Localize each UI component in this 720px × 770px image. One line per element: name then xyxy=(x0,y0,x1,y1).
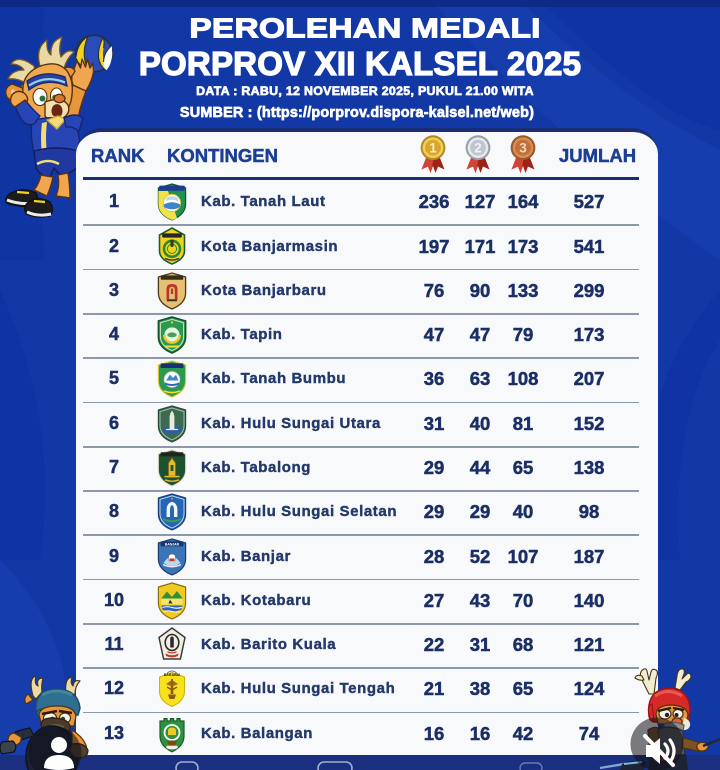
svg-text:BARABAI: BARABAI xyxy=(164,674,181,678)
svg-text:3: 3 xyxy=(519,141,527,156)
svg-text:1: 1 xyxy=(429,141,437,156)
svg-text:BANJAR: BANJAR xyxy=(165,542,180,546)
svg-text:2: 2 xyxy=(474,141,482,156)
